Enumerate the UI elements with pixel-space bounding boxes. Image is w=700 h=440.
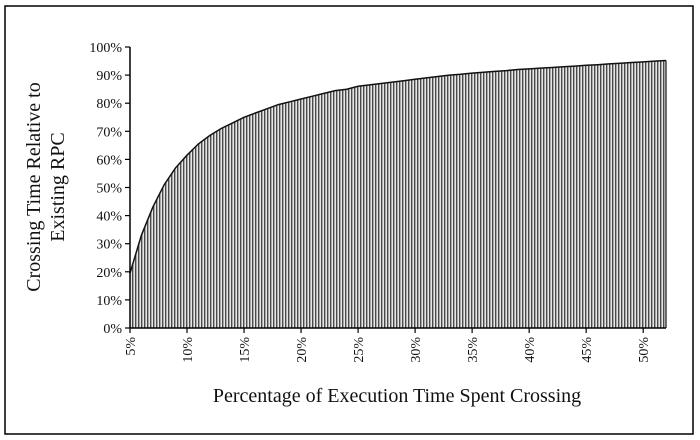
x-tick-label: 40%	[523, 337, 538, 363]
y-tick-label: 30%	[96, 238, 122, 253]
y-tick-label: 0%	[103, 322, 122, 337]
y-tick-label: 40%	[96, 210, 122, 225]
x-tick-label: 35%	[466, 337, 481, 363]
x-tick-label: 10%	[181, 337, 196, 363]
x-tick-label: 50%	[637, 337, 652, 363]
area-series-0-line	[129, 59, 667, 274]
y-tick-label: 20%	[96, 266, 122, 281]
x-axis-title: Percentage of Execution Time Spent Cross…	[213, 385, 581, 407]
x-tick-label: 30%	[409, 337, 424, 363]
y-axis-title-line-2: Existing RPC	[47, 132, 69, 241]
y-tick-label: 80%	[96, 97, 122, 112]
y-tick-label: 70%	[96, 125, 122, 140]
y-tick-label: 100%	[89, 41, 122, 56]
y-tick-label: 10%	[96, 294, 122, 309]
x-tick-label: 45%	[580, 337, 595, 363]
area-series-0	[130, 60, 666, 328]
area-layer	[129, 59, 667, 328]
y-axis-title-line-1: Crossing Time Relative to	[23, 82, 45, 291]
y-tick-label: 90%	[96, 69, 122, 84]
y-tick-labels: 0% 10% 20% 30% 40% 50% 60% 70% 80% 90% 100%	[89, 41, 122, 337]
y-tick-label: 50%	[96, 182, 122, 197]
axes-layer	[125, 46, 666, 333]
x-tick-label: 5%	[124, 337, 139, 356]
x-tick-label: 15%	[238, 337, 253, 363]
x-tick-labels: 5% 10% 15% 20% 25% 30% 35% 40% 45% 50%	[124, 337, 652, 363]
y-tick-label: 60%	[96, 153, 122, 168]
x-tick-label: 25%	[352, 337, 367, 363]
x-tick-label: 20%	[295, 337, 310, 363]
